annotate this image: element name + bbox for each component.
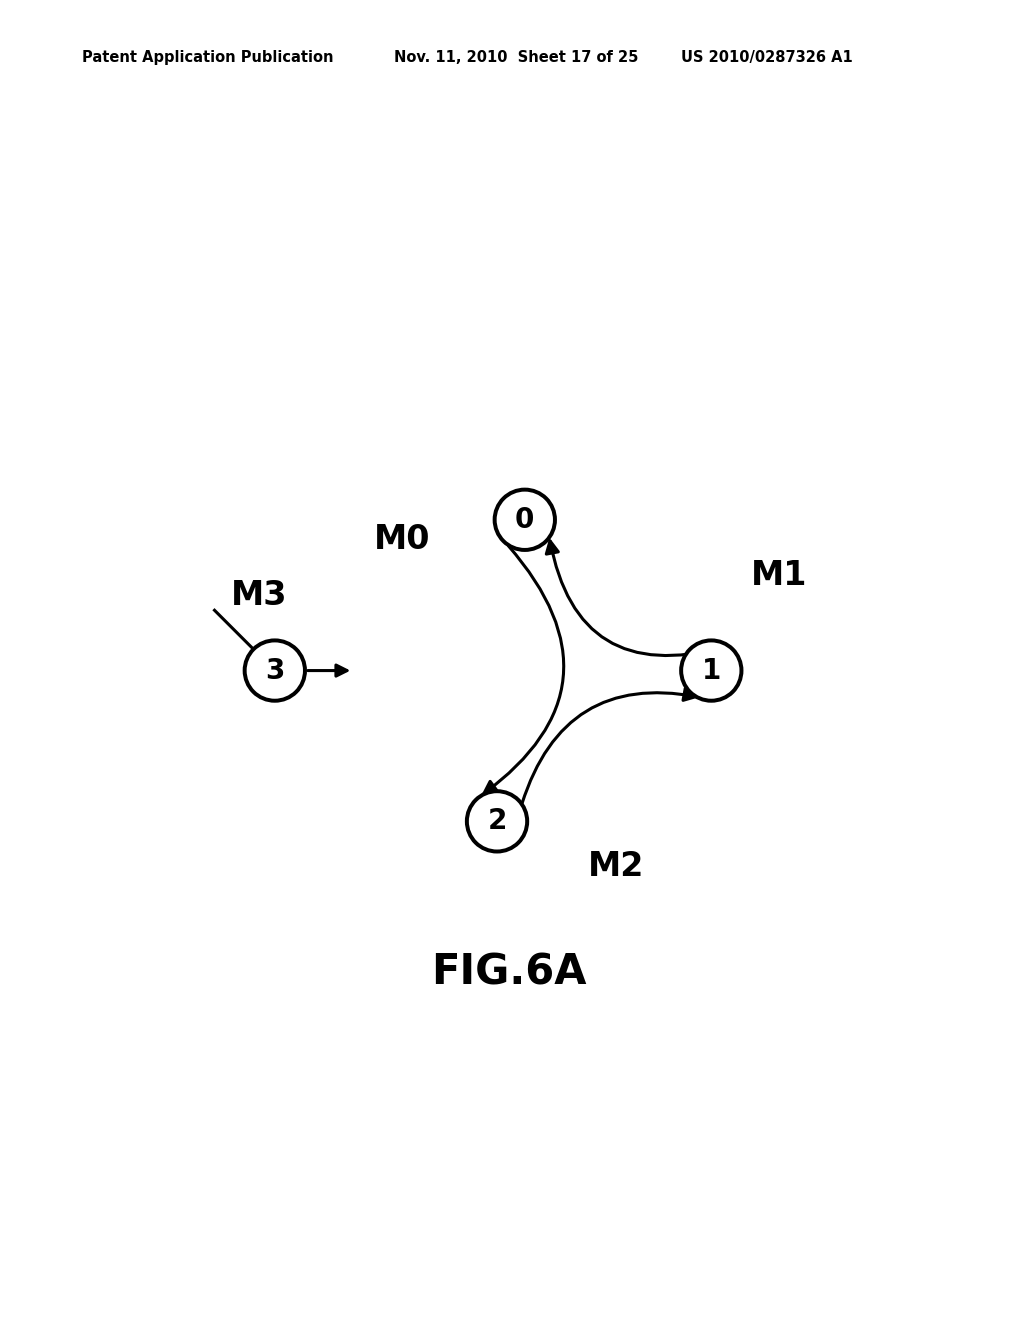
Text: FIG.6A: FIG.6A — [431, 952, 587, 993]
Text: Nov. 11, 2010  Sheet 17 of 25: Nov. 11, 2010 Sheet 17 of 25 — [394, 50, 639, 65]
Text: M1: M1 — [751, 558, 807, 591]
Text: 2: 2 — [487, 808, 507, 836]
Text: M2: M2 — [588, 850, 644, 883]
Circle shape — [495, 490, 555, 550]
Circle shape — [467, 791, 527, 851]
FancyArrowPatch shape — [547, 541, 724, 656]
FancyArrowPatch shape — [484, 546, 564, 793]
Text: M3: M3 — [230, 578, 287, 611]
Circle shape — [245, 640, 305, 701]
Text: 3: 3 — [265, 656, 285, 685]
Text: US 2010/0287326 A1: US 2010/0287326 A1 — [681, 50, 853, 65]
Text: 1: 1 — [701, 656, 721, 685]
Text: Patent Application Publication: Patent Application Publication — [82, 50, 334, 65]
FancyArrowPatch shape — [522, 688, 696, 804]
Text: M0: M0 — [374, 523, 430, 556]
Text: 0: 0 — [515, 506, 535, 533]
Circle shape — [681, 640, 741, 701]
FancyArrowPatch shape — [308, 665, 347, 676]
